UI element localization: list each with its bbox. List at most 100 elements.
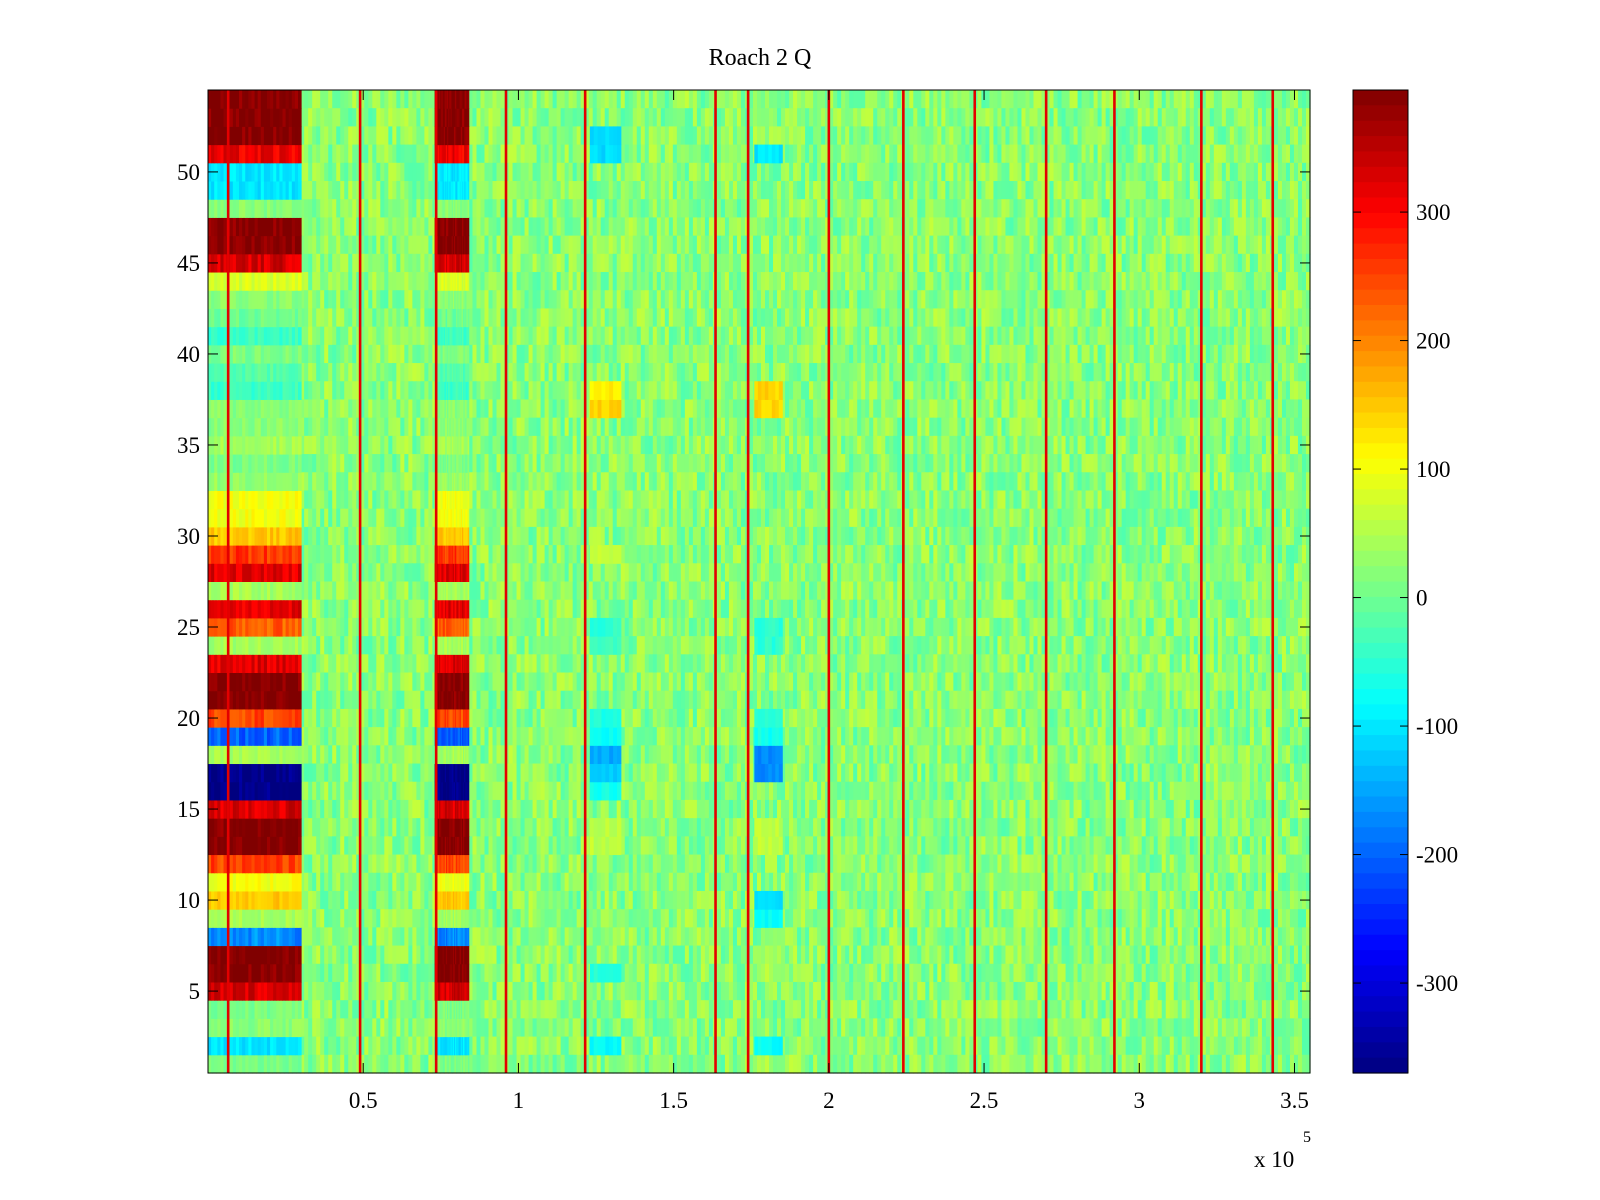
heatmap-cell [1057,326,1063,346]
heatmap-cell [797,272,802,291]
heatmap-cell [1049,363,1055,382]
heatmap-cell [1093,253,1099,273]
heatmap-cell [757,253,762,273]
heatmap-cell [1281,326,1287,346]
heatmap-cell [388,363,393,382]
heatmap-cell [560,290,566,310]
heatmap-cell [897,217,902,237]
heatmap-cell [556,235,562,255]
heatmap-cell [1229,199,1235,219]
heatmap-cell [793,326,798,346]
heatmap-cell [841,108,846,127]
heatmap-cell [997,162,1003,182]
heatmap-cell [1181,344,1187,364]
heatmap-cell [1177,344,1183,364]
heatmap-cell [789,290,794,310]
heatmap-cell [1297,108,1303,127]
heatmap-cell [424,144,429,164]
heatmap-cell [825,326,830,346]
heatmap-cell [1041,199,1047,219]
heatmap-cell [708,326,714,346]
heatmap-cell [492,162,498,182]
heatmap-cell [785,181,790,200]
heatmap-cell [1173,217,1179,237]
heatmap-cell [1209,253,1215,273]
heatmap-cell [688,363,694,382]
heatmap-cell [1093,381,1099,401]
heatmap-cell [1177,144,1183,164]
heatmap-cell [1305,290,1311,310]
heatmap-cell [528,363,534,382]
heatmap-cell [340,326,345,346]
heatmap-cell [596,363,602,382]
heatmap-cell [909,272,914,291]
heatmap-cell [1133,326,1139,346]
heatmap-cell [488,399,494,419]
heatmap-cell [1013,381,1019,401]
heatmap-cell [732,90,738,109]
heatmap-cell [668,253,674,273]
heatmap-cell [765,181,770,200]
heatmap-cell [833,272,838,291]
heatmap-cell [1281,363,1287,382]
heatmap-cell [676,272,682,291]
heatmap-cell [320,108,325,127]
heatmap-cell [937,108,942,127]
heatmap-cell [1233,108,1239,127]
heatmap-cell [1125,235,1131,255]
heatmap-cell [428,126,434,146]
heatmap-cell [424,344,429,364]
heatmap-cell [340,363,345,382]
heatmap-cell [1089,108,1095,127]
heatmap-cell [861,308,866,328]
heatmap-cell [692,363,698,382]
heatmap-cell [312,108,317,127]
heatmap-cell [769,272,774,291]
heatmap-cell [416,162,421,182]
heatmap-cell [957,144,962,164]
heatmap-cell [336,272,341,291]
heatmap-cell [1273,235,1279,255]
heatmap-cell [716,217,722,237]
heatmap-cell [1029,290,1035,310]
heatmap-cell [616,199,622,219]
heatmap-cell [1053,344,1059,364]
heatmap-cell [1213,126,1219,146]
heatmap-cell [857,181,862,200]
heatmap-cell [496,199,502,219]
heatmap-cell [913,344,918,364]
heatmap-cell [480,363,486,382]
heatmap-cell [1297,126,1303,146]
heatmap-cell [372,272,377,291]
heatmap-cell [1297,199,1303,219]
heatmap-cell [765,162,770,182]
heatmap-cell [1149,363,1155,382]
heatmap-cell [885,399,890,419]
heatmap-cell [1009,235,1015,255]
heatmap-cell [837,363,842,382]
heatmap-cell [340,235,345,255]
heatmap-cell [628,162,634,182]
heatmap-cell [576,308,582,328]
heatmap-cell [576,381,582,401]
heatmap-cell [516,272,522,291]
heatmap-cell [981,162,987,182]
heatmap-cell [873,363,878,382]
heatmap-cell [937,272,942,291]
heatmap-cell [524,326,530,346]
heatmap-cell [1141,144,1147,164]
heatmap-cell [1017,90,1023,109]
heatmap-cell [740,290,746,310]
heatmap-cell [1009,126,1015,146]
heatmap-cell [528,272,534,291]
heatmap-cell [348,308,353,328]
heatmap-cell [1289,363,1295,382]
heatmap-cell [1145,253,1151,273]
heatmap-cell [769,199,774,219]
heatmap-cell [1145,326,1151,346]
heatmap-cell [420,235,425,255]
heatmap-cell [1133,199,1139,219]
heatmap-cell [849,363,854,382]
heatmap-cell [492,90,498,109]
heatmap-cell [1285,199,1291,219]
